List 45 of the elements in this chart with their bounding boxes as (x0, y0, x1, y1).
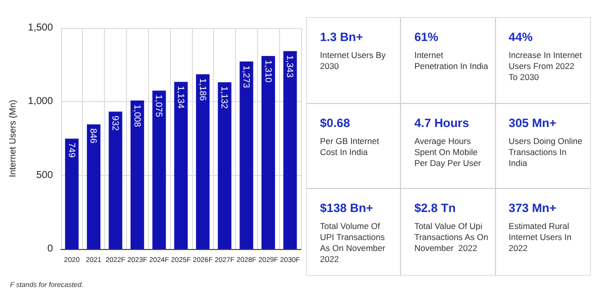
text: 1.3 Bn+ (320, 30, 364, 44)
text: Total Value Of Upi Transactions As On November 2022 (414, 221, 489, 254)
data-label: 1,343 (285, 55, 296, 78)
y-axis-title: Internet Users (Mn) (8, 100, 18, 178)
bar (283, 51, 297, 249)
bar (152, 90, 166, 249)
text: Internet Penetration In India (414, 50, 489, 72)
bar (130, 100, 144, 249)
text: Users Doing Online Transactions In India (508, 136, 584, 169)
text: 373 Mn+ (508, 201, 558, 216)
bar (65, 138, 79, 249)
text: 4.7 Hours (414, 116, 470, 130)
data-label: 1,273 (241, 65, 252, 88)
text: Internet Users By 2030 (320, 50, 387, 72)
data-label: 1,075 (154, 94, 164, 118)
y-tick-label: 0 (47, 244, 54, 254)
data-label: 846 (88, 128, 99, 144)
bar (108, 112, 122, 249)
bar (218, 82, 232, 249)
bar (86, 124, 100, 249)
text: $0.68 (320, 116, 352, 130)
text: $2.8 Tn (414, 201, 457, 216)
bar (240, 61, 254, 249)
data-label: 1,310 (263, 60, 274, 83)
data-label: 1,008 (132, 104, 142, 128)
bar (174, 82, 188, 249)
y-tick-label: 1,000 (28, 96, 54, 108)
data-label: 749 (66, 142, 77, 158)
text: 44% (508, 30, 534, 44)
data-label: 1,132 (220, 86, 230, 109)
text: 305 Mn+ (508, 116, 558, 130)
text: Estimated Rural Internet Users In 2022 (508, 221, 572, 254)
bar (261, 56, 276, 249)
data-label: 1,186 (198, 78, 208, 101)
bar (196, 74, 210, 249)
text: Total Volume Of UPI Transactions As On November 2022 (320, 221, 386, 266)
text: 61% (414, 30, 440, 44)
data-label: 1,134 (176, 86, 186, 108)
y-tick-label: 1,500 (28, 22, 54, 34)
text: Per GB Internet Cost In India (320, 136, 380, 158)
y-tick-label: 500 (36, 170, 54, 181)
data-label: 932 (110, 116, 120, 131)
text: Average Hours Spent On Mobile Per Day Per User (414, 136, 482, 169)
text: $138 Bn+ (320, 201, 374, 216)
text: Increase In Internet Users From 2022 To 2030 (508, 50, 583, 83)
